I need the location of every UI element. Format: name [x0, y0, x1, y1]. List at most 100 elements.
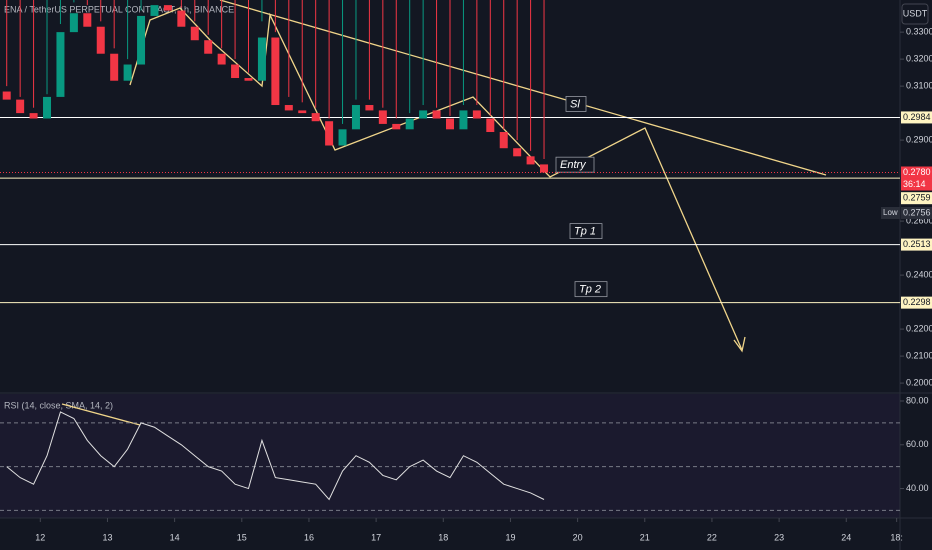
candle-body [123, 64, 132, 81]
candle-body [231, 64, 240, 79]
level-label-box [574, 281, 608, 298]
level-badge-label: 0.2298 [903, 297, 931, 307]
candle-body [2, 91, 11, 100]
level-badge [901, 238, 932, 251]
x-tick-label: 17 [371, 532, 381, 542]
x-tick-label: 23 [774, 532, 784, 542]
rsi-title: RSI (14, close, SMA, 14, 2) [4, 400, 113, 410]
candle-body [217, 53, 226, 65]
level-label: Entry [560, 159, 587, 171]
countdown-badge [901, 178, 932, 191]
candle-body [96, 26, 105, 54]
level-badge [901, 111, 932, 124]
x-tick-label: 20 [573, 532, 583, 542]
low-badge-label: 0.2756 [903, 207, 931, 217]
candle-body [378, 110, 387, 124]
candle-body [271, 37, 280, 106]
y-tick-label: 0.2000 [906, 377, 932, 387]
level-badge-label: 0.2759 [903, 193, 931, 203]
level-label: Tp 2 [579, 284, 601, 296]
level-label-box [569, 223, 603, 239]
currency-box[interactable] [901, 3, 929, 25]
x-tick-label: 22 [707, 532, 717, 542]
candle-body [29, 113, 38, 119]
low-badge [901, 206, 932, 219]
level-badge [901, 192, 932, 205]
candle-body [257, 37, 266, 81]
candle-body [513, 148, 522, 157]
currency[interactable]: USDT [903, 8, 928, 18]
candle-body [365, 105, 374, 111]
rsi-trend-line [61, 403, 141, 426]
x-tick-label: 18: [890, 532, 903, 542]
candle-body [459, 110, 468, 130]
low-name-box [881, 206, 900, 219]
candle-body [432, 110, 441, 119]
x-tick-label: 24 [841, 532, 851, 542]
rsi-tick-label: 60.00 [906, 439, 929, 449]
x-tick-label: 12 [35, 532, 45, 542]
level-label-box [565, 96, 587, 112]
candle-body [311, 113, 320, 122]
candle-body [204, 40, 213, 54]
candle-body [43, 96, 52, 119]
candle-body [284, 105, 293, 111]
y-tick-label: 0.2600 [906, 215, 932, 225]
level-label-box [555, 156, 595, 173]
candle-body [540, 164, 549, 173]
candle-body [137, 15, 146, 65]
candle-body [405, 118, 414, 130]
y-tick-label: 0.2100 [906, 350, 932, 360]
candle-body [69, 13, 78, 33]
x-tick-label: 13 [102, 532, 112, 542]
candle-body [177, 10, 186, 27]
x-tick-label: 18 [438, 532, 448, 542]
candle-body [486, 118, 495, 133]
rsi-line [6, 411, 545, 501]
candle-body [56, 32, 65, 97]
level-badge-label: 0.2513 [903, 239, 931, 249]
rsi-tick-label: 80.00 [906, 395, 929, 405]
y-tick-label: 0.2900 [906, 134, 932, 144]
last-price-badge [901, 166, 932, 179]
y-tick-label: 0.3200 [906, 53, 932, 63]
x-tick-label: 14 [170, 532, 180, 542]
candle-body [244, 78, 253, 81]
candle-body [150, 5, 159, 16]
candle-body [472, 110, 481, 119]
x-tick-label: 19 [505, 532, 515, 542]
level-label: Sl [570, 98, 580, 110]
candle-body [499, 132, 508, 149]
candle-body [325, 121, 334, 146]
candle-body [392, 123, 401, 130]
x-tick-label: 21 [640, 532, 650, 542]
candle-body [190, 26, 199, 41]
y-tick-label: 0.3300 [906, 27, 932, 37]
candle-body [351, 105, 360, 130]
level-badge-label: 0.2984 [903, 112, 931, 122]
candle-body [526, 156, 535, 165]
x-tick-label: 16 [304, 532, 314, 542]
countdown-badge-label: 36:14 [903, 179, 926, 189]
low-name: Low [883, 208, 898, 217]
candle-body [110, 53, 119, 81]
candle-body [298, 110, 307, 114]
rsi-pane [0, 394, 900, 518]
arrow-head [733, 336, 746, 353]
last-price-badge-label: 0.2780 [903, 167, 931, 177]
x-tick-label: 15 [237, 532, 247, 542]
y-tick-label: 0.2200 [906, 323, 932, 333]
candle-body [16, 99, 25, 114]
level-label: Tp 1 [574, 226, 596, 238]
chart-title: ENA / TetherUS PERPETUAL CONTRACT, 1h, B… [4, 4, 234, 14]
rsi-tick-label: 40.00 [906, 483, 929, 493]
candle-body [83, 13, 92, 27]
y-tick-label: 0.2400 [906, 269, 932, 279]
trend-line [219, 0, 827, 176]
candle-body [446, 118, 454, 130]
y-tick-label: 0.3100 [906, 80, 932, 90]
candle-body [338, 129, 347, 146]
level-badge [901, 296, 932, 309]
candle-body [419, 110, 428, 119]
